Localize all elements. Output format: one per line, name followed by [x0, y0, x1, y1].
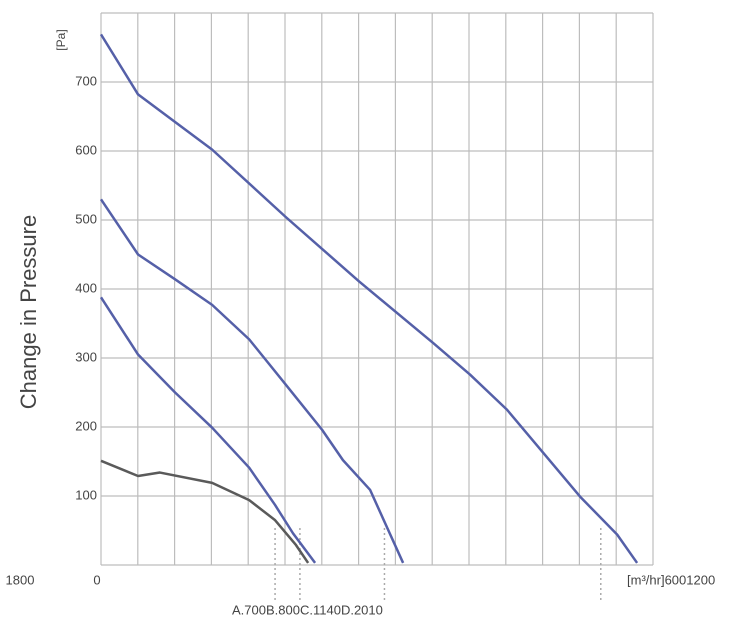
curve [99, 198, 405, 564]
x-axis-text: 0 [93, 572, 100, 587]
y-tick-label: 700 [75, 73, 97, 88]
y-tick-label: 400 [75, 280, 97, 295]
marker-label: D.2010 [341, 602, 383, 617]
y-unit: [Pa] [54, 29, 68, 50]
curve [100, 459, 310, 564]
curve [99, 296, 317, 564]
marker-label: A.700 [232, 602, 266, 617]
y-tick-label: 100 [75, 487, 97, 502]
curve [99, 33, 639, 564]
x-axis-text: 600 [665, 572, 687, 587]
marker-label: C.1140 [300, 602, 341, 617]
x-axis-text: [m³/hr] [627, 572, 665, 587]
y-axis-label: Change in Pressure [16, 215, 41, 409]
y-tick-label: 600 [75, 142, 97, 157]
y-tick-label: 500 [75, 211, 97, 226]
x-axis-text: 1200 [686, 572, 715, 587]
y-tick-label: 200 [75, 418, 97, 433]
y-tick-label: 300 [75, 349, 97, 364]
x-axis-text: 1800 [6, 572, 35, 587]
marker-label: B.800 [266, 602, 300, 617]
